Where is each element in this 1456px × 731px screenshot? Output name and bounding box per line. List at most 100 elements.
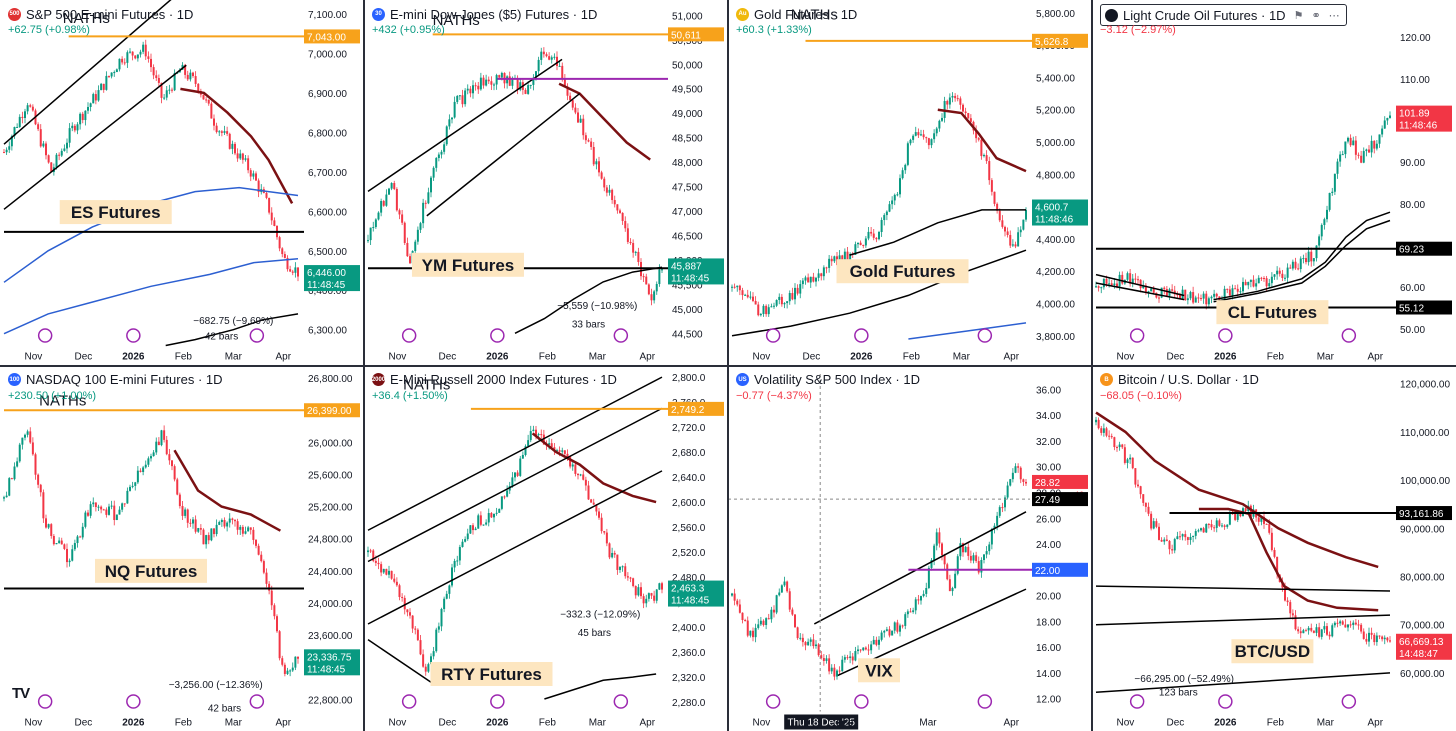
candle-body — [796, 287, 799, 294]
chart-panel-btc[interactable]: B Bitcoin / U.S. Dollar · 1D −68.05 (−0.10… — [1092, 365, 1456, 731]
candle-body — [192, 72, 194, 77]
chart-panel-gc[interactable]: Au Gold Futures · 1D +60.3 (+1.33%) NATHs Go… — [728, 0, 1092, 366]
candle-body — [406, 608, 409, 612]
x-tick-label: Dec — [1166, 717, 1184, 728]
event-marker-icon[interactable] — [613, 693, 629, 709]
event-marker-icon[interactable] — [401, 328, 417, 343]
panel-title[interactable]: 2000 E-Mini Russell 2000 Index Futures · … — [372, 370, 617, 390]
candle-body — [469, 524, 472, 534]
event-marker-icon[interactable] — [249, 328, 265, 343]
event-marker-icon[interactable] — [249, 693, 265, 709]
event-marker-icon[interactable] — [977, 693, 993, 709]
candle-body — [493, 84, 495, 86]
price-label: 7,043.00 — [307, 32, 346, 43]
candle-body — [1228, 512, 1231, 525]
price-chart[interactable]: NATHs NQ Futures −3,256.00 (−12.36%) 42 bar… — [0, 366, 364, 731]
candle-body — [445, 126, 448, 145]
panel-title[interactable]: 100 NASDAQ 100 E-mini Futures · 1D — [8, 370, 223, 390]
y-tick-label: 2,360.0 — [672, 648, 706, 659]
event-marker-icon[interactable] — [1341, 328, 1357, 343]
price-chart[interactable]: NATHs YM Futures −5,559 (−10.98%) 33 bars 51… — [364, 0, 728, 366]
event-marker-icon[interactable] — [401, 693, 417, 709]
candle-body — [466, 88, 469, 91]
candle-body — [18, 444, 21, 461]
event-marker-icon[interactable] — [977, 328, 993, 343]
candle-body — [611, 189, 614, 201]
price-chart[interactable]: Thu 18 Dec '25 VIX 36.00 34.00 32.00 30.00 28.… — [728, 366, 1092, 731]
candle-body — [401, 596, 404, 598]
candle-body — [563, 78, 566, 87]
price-chart[interactable]: NATHs ES Futures −682.75 (−9.69%) 42 bars 7,… — [0, 0, 364, 366]
event-marker-icon[interactable] — [854, 693, 869, 709]
candle-body — [1331, 624, 1334, 636]
candle-body — [234, 143, 236, 154]
candle-body — [611, 552, 614, 557]
event-marker-icon[interactable] — [490, 328, 505, 343]
x-tick-label: Apr — [640, 717, 656, 728]
chart-panel-nq[interactable]: 100 NASDAQ 100 E-mini Futures · 1D +230.50… — [0, 365, 364, 731]
x-tick-label: 2026 — [1214, 717, 1237, 728]
candle-body — [843, 656, 846, 660]
event-marker-icon[interactable] — [1129, 328, 1145, 343]
candle-body — [582, 473, 585, 480]
chart-panel-rty[interactable]: 2000 E-Mini Russell 2000 Index Futures · … — [364, 365, 728, 731]
event-marker-icon[interactable] — [1129, 693, 1145, 709]
event-marker-icon[interactable] — [765, 328, 781, 343]
candle-body — [110, 505, 113, 507]
candle-body — [372, 549, 375, 561]
panel-title[interactable]: Light Crude Oil Futures · 1D ⚑ ⚭ ⋯ — [1100, 4, 1347, 26]
chart-panel-es[interactable]: 500 S&P 500 E-mini Futures · 1D +62.75 (+0… — [0, 0, 364, 366]
flag-icon[interactable]: ⚑ — [1293, 9, 1304, 22]
candle-body — [1347, 623, 1349, 627]
panel-title[interactable]: Au Gold Futures · 1D — [736, 4, 857, 24]
candle-body — [97, 90, 100, 101]
candle-body — [113, 505, 116, 520]
event-marker-icon[interactable] — [1218, 328, 1233, 343]
candle-body — [121, 502, 124, 510]
price-chart[interactable]: BTC/USD −66,295.00 (−52.49%) 123 bars 120,0… — [1092, 366, 1456, 731]
candle-body — [904, 164, 907, 171]
more-icon[interactable]: ⋯ — [1328, 9, 1340, 22]
candle-body — [1009, 234, 1012, 246]
price-chart[interactable]: CL Futures120.00110.00100.0090.0080.0070… — [1092, 0, 1456, 366]
y-tick-label: 24,800.00 — [308, 534, 353, 545]
y-tick-label: 18.00 — [1036, 617, 1061, 628]
event-marker-icon[interactable] — [765, 693, 781, 709]
event-marker-icon[interactable] — [854, 328, 869, 343]
panel-title[interactable]: B Bitcoin / U.S. Dollar · 1D — [1100, 370, 1259, 390]
candle-body — [63, 148, 66, 151]
price-label-time: 11:48:45 — [671, 595, 710, 606]
event-marker-icon[interactable] — [1341, 693, 1357, 709]
event-marker-icon[interactable] — [613, 328, 629, 343]
candle-body — [1179, 294, 1181, 300]
measure-text: 45 bars — [578, 628, 611, 639]
candle-body — [1192, 535, 1195, 537]
chart-panel-ym[interactable]: 30 E-mini Dow Jones ($5) Futures · 1D +432… — [364, 0, 728, 366]
chart-panel-vix[interactable]: US Volatility S&P 500 Index · 1D −0.77 (−4… — [728, 365, 1092, 731]
price-chart[interactable]: NATHs RTY Futures −332.3 (−12.09%) 45 bars 2… — [364, 366, 728, 731]
trend-line — [1095, 273, 1185, 297]
event-marker-icon[interactable] — [490, 693, 505, 709]
event-marker-icon[interactable] — [1218, 693, 1233, 709]
panel-title[interactable]: 500 S&P 500 E-mini Futures · 1D — [8, 4, 193, 24]
event-marker-icon[interactable] — [126, 693, 141, 709]
event-marker-icon[interactable] — [126, 328, 141, 343]
candle-body — [964, 111, 967, 114]
candle-body — [485, 521, 488, 525]
candle-body — [650, 294, 653, 301]
x-tick-label: 2026 — [122, 352, 145, 363]
chart-panel-cl[interactable]: Light Crude Oil Futures · 1D ⚑ ⚭ ⋯ −3.12 (−2… — [1092, 0, 1456, 366]
link-icon[interactable]: ⚭ — [1311, 9, 1321, 22]
panel-title[interactable]: US Volatility S&P 500 Index · 1D — [736, 370, 920, 390]
candle-body — [548, 442, 551, 445]
candle-body — [956, 555, 959, 574]
event-marker-icon[interactable] — [37, 328, 53, 343]
candle-body — [461, 541, 464, 547]
panel-title[interactable]: 30 E-mini Dow Jones ($5) Futures · 1D — [372, 4, 597, 24]
candle-body — [21, 116, 24, 119]
candle-body — [1265, 278, 1268, 287]
candle-body — [1247, 281, 1250, 286]
event-marker-icon[interactable] — [37, 693, 53, 709]
panel-divider[interactable] — [0, 364, 1456, 367]
